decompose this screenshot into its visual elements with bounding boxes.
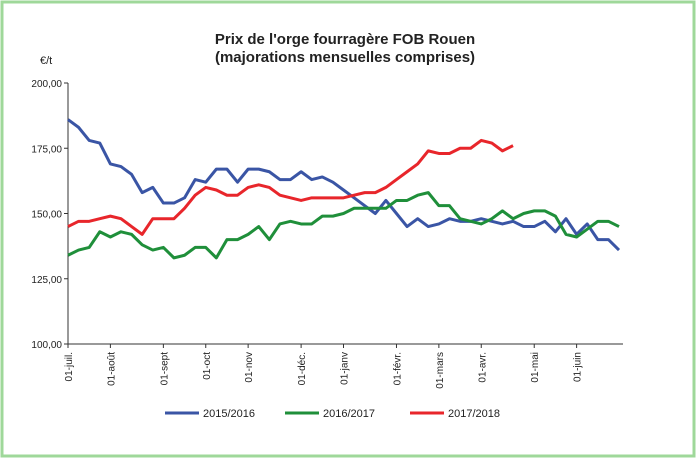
x-tick-label: 01-juin — [573, 352, 584, 382]
x-tick-label: 01-août — [106, 352, 117, 386]
y-tick-label: 175,00 — [31, 144, 62, 155]
x-tick-label: 01-juil. — [64, 352, 75, 381]
y-tick-label: 125,00 — [31, 275, 62, 286]
legend-label: 2017/2018 — [448, 408, 500, 420]
x-tick-label: 01-avr. — [477, 352, 488, 383]
y-tick-label: 150,00 — [31, 210, 62, 221]
x-tick-label: 01-mai — [530, 352, 541, 383]
x-tick-label: 01-oct — [202, 352, 213, 380]
chart-title: Prix de l'orge fourragère FOB Rouen — [215, 31, 475, 48]
y-tick-label: 100,00 — [31, 340, 62, 351]
chart-subtitle: (majorations mensuelles comprises) — [215, 49, 475, 66]
series-line — [67, 118, 621, 252]
x-tick-label: 01-janv — [340, 352, 351, 385]
legend-label: 2015/2016 — [203, 408, 255, 420]
x-tick-label: 01-déc. — [297, 352, 308, 385]
y-tick-label: 200,00 — [31, 79, 62, 90]
x-tick-label: 01-nov — [244, 352, 255, 383]
series-line — [67, 191, 620, 260]
y-axis-label: €/t — [40, 55, 52, 67]
x-tick-label: 01-sept — [159, 352, 170, 386]
legend-label: 2016/2017 — [323, 408, 375, 420]
x-tick-label: 01-févr. — [392, 352, 403, 385]
x-tick-label: 01-mars — [435, 352, 446, 389]
series-line — [67, 138, 514, 236]
